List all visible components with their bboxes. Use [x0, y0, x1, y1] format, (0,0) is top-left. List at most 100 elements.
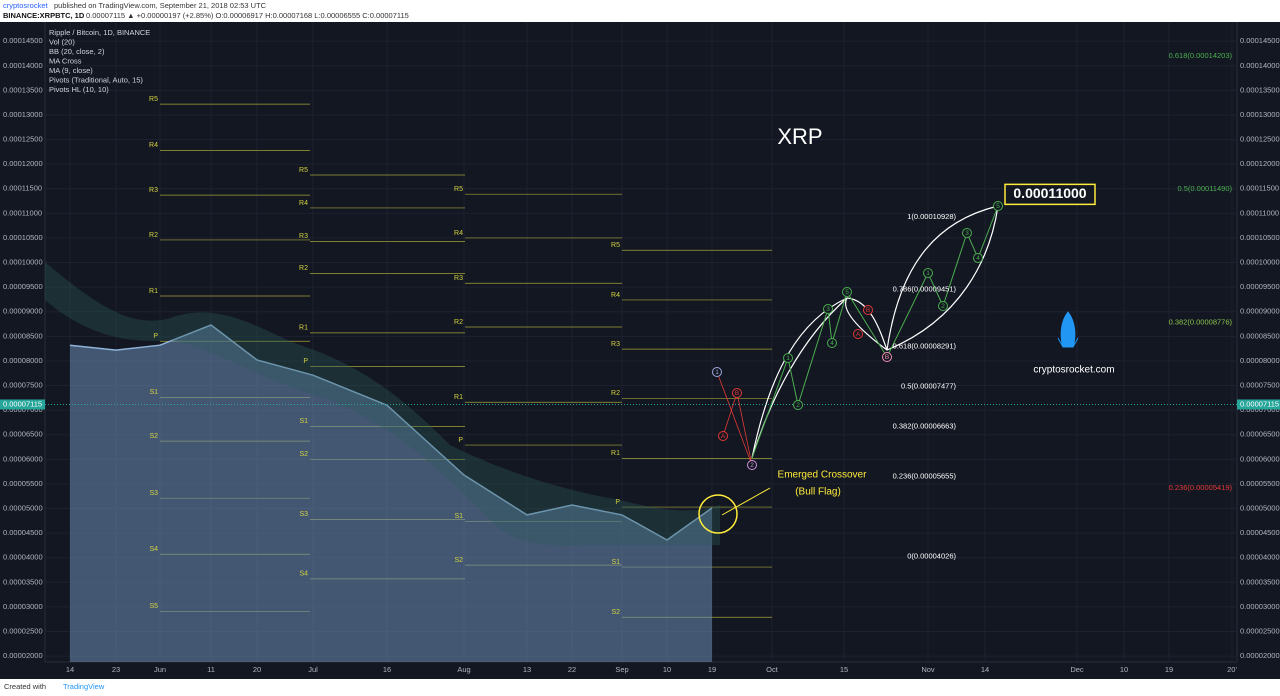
fib-label-right: 0.236(0.00005419)	[1169, 483, 1233, 492]
x-tick-label: 16	[383, 665, 391, 674]
x-tick-label: 10	[663, 665, 671, 674]
x-tick-label: 22	[568, 665, 576, 674]
y-tick-label: 0.00006500	[3, 430, 43, 439]
y-tick-label: 0.00013500	[3, 85, 43, 94]
x-tick-label: Jul	[308, 665, 318, 674]
x-tick-label: 10	[1120, 665, 1128, 674]
y-tick-label-right: 0.00007500	[1240, 381, 1280, 390]
pivot-label: R5	[299, 167, 308, 174]
y-tick-label-right: 0.00003000	[1240, 602, 1280, 611]
y-tick-label: 0.00009000	[3, 307, 43, 316]
wave-label: 3	[826, 306, 830, 313]
legend-entry: Pivots HL (10, 10)	[49, 85, 109, 94]
y-tick-label: 0.00014500	[3, 36, 43, 45]
wave-label: 4	[976, 255, 980, 262]
fib-label: 0.786(0.00009451)	[893, 285, 957, 294]
y-tick-label: 0.00014000	[3, 61, 43, 70]
pivot-label: R4	[454, 230, 463, 237]
wave-circle	[718, 431, 728, 441]
x-tick-label: 20'	[1227, 665, 1237, 674]
y-tick-label-right: 0.00004000	[1240, 553, 1280, 562]
pivot-label: S5	[149, 603, 158, 610]
wave-circle	[827, 338, 837, 348]
site: cryptosrocket.com	[1033, 365, 1114, 376]
wave-label: 2	[750, 462, 754, 469]
x-tick-label: Dec	[1070, 665, 1084, 674]
y-tick-label-right: 0.00002500	[1240, 626, 1280, 635]
y-tick-label: 0.00004000	[3, 553, 43, 562]
wave-circle	[853, 329, 863, 339]
y-tick-label-right: 0.00008000	[1240, 356, 1280, 365]
legend-entry: Ripple / Bitcoin, 1D, BINANCE	[49, 28, 150, 37]
y-tick-label: 0.00012000	[3, 159, 43, 168]
pivot-label: S2	[149, 433, 158, 440]
pivot-label: R5	[149, 96, 158, 103]
pivot-label: R3	[299, 233, 308, 240]
pivot-label: S1	[611, 559, 620, 566]
y-tick-label-right: 0.00012500	[1240, 135, 1280, 144]
x-tick-label: 14	[66, 665, 74, 674]
x-tick-label: Nov	[921, 665, 935, 674]
bollinger-band	[45, 262, 720, 546]
fib-label-right: 0.618(0.00014203)	[1169, 51, 1233, 60]
y-tick-label-right: 0.00007000	[1240, 405, 1280, 414]
pivot-label: S1	[454, 513, 463, 520]
price-tag: 0.00007115	[1240, 399, 1279, 408]
x-tick-label: 11	[207, 665, 215, 674]
wave-circle	[938, 301, 948, 311]
crossover-circle	[698, 494, 738, 534]
footer-brand[interactable]: TradingView	[63, 682, 105, 691]
quote: 0.00007115 ▲ +0.00000197 (+2.85%) O:0.00…	[86, 11, 409, 20]
pivot-label: R1	[149, 288, 158, 295]
wave-circle	[712, 367, 722, 377]
y-tick-label-right: 0.00005500	[1240, 479, 1280, 488]
pivot-label: R5	[454, 186, 463, 193]
pivot-label: R1	[299, 325, 308, 332]
pivot-label: P	[153, 333, 158, 340]
author[interactable]: cryptosrocket	[3, 1, 49, 10]
x-tick-label: 13	[523, 665, 531, 674]
y-tick-label-right: 0.00009000	[1240, 307, 1280, 316]
legend-entry: MA (9, close)	[49, 66, 93, 75]
x-tick-label: 14	[981, 665, 989, 674]
pivot-label: R1	[611, 450, 620, 457]
rocket-icon	[1057, 311, 1079, 348]
x-tick-label: 20	[253, 665, 261, 674]
y-tick-label: 0.00003000	[3, 602, 43, 611]
footer-bar	[0, 679, 1280, 696]
fib-label-right: 0.382(0.00008776)	[1169, 318, 1233, 327]
wave-circle	[823, 304, 833, 314]
y-tick-label-right: 0.00006000	[1240, 454, 1280, 463]
y-tick-label: 0.00010000	[3, 258, 43, 267]
pivot-label: S2	[454, 557, 463, 564]
pivot-label: R2	[299, 265, 308, 272]
price-line	[69, 324, 713, 541]
crossover-note: Emerged Crossover	[778, 470, 868, 481]
price-area	[70, 325, 712, 662]
symbol: BINANCE:XRPBTC, 1D	[3, 11, 85, 20]
fib-label: 1(0.00010928)	[907, 212, 956, 221]
y-tick-label: 0.00010500	[3, 233, 43, 242]
fib-label: 0.236(0.00005655)	[893, 471, 957, 480]
legend-entry: BB (20, close, 2)	[49, 47, 105, 56]
pivot-label: S2	[611, 609, 620, 616]
y-tick-label: 0.00013000	[3, 110, 43, 119]
wave-label: A	[721, 433, 726, 440]
y-tick-label: 0.00005500	[3, 479, 43, 488]
y-tick-label: 0.00002000	[3, 651, 43, 660]
y-tick-label-right: 0.00002000	[1240, 651, 1280, 660]
wave-label: 5	[845, 289, 849, 296]
x-tick-label: Sep	[615, 665, 628, 674]
pivot-label: R4	[299, 200, 308, 207]
fib-label: 0.618(0.00008291)	[893, 342, 957, 351]
legend-entry: MA Cross	[49, 56, 82, 65]
y-tick-label: 0.00006000	[3, 454, 43, 463]
wave-label: 2	[941, 303, 945, 310]
legend-entry: Vol (20)	[49, 37, 75, 46]
legend-entry: Pivots (Traditional, Auto, 15)	[49, 75, 143, 84]
wave-label: A	[856, 331, 861, 338]
fib-label: 0.5(0.00007477)	[901, 382, 957, 391]
pivot-label: S4	[299, 571, 308, 578]
target-box	[1004, 183, 1096, 206]
wave-label: 2	[796, 402, 800, 409]
